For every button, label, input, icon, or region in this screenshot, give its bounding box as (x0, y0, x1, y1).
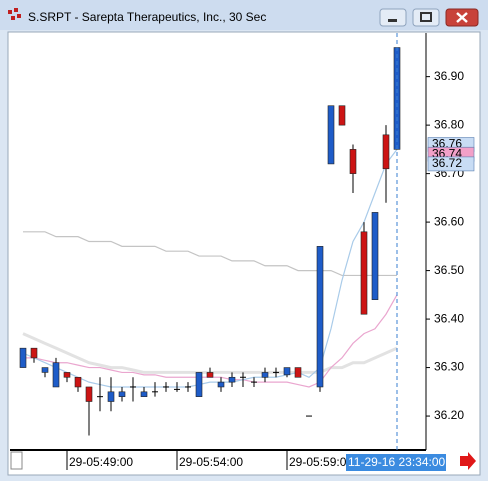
candle-body (283, 367, 291, 376)
cursor-label-bg (346, 454, 446, 471)
candle-body (85, 386, 93, 402)
y-tick-label: 36.50 (434, 263, 464, 277)
y-tick-label: 36.90 (434, 69, 464, 83)
price-marker (427, 156, 475, 172)
app-icon (8, 8, 21, 20)
candle-body (349, 149, 357, 174)
candle-body (19, 347, 27, 368)
candle-body (107, 391, 115, 402)
candle-body (140, 391, 148, 397)
minimize-button[interactable] (379, 8, 407, 27)
close-button[interactable] (445, 8, 479, 27)
y-tick-label: 36.30 (434, 360, 464, 374)
price-marker-label: 36.72 (432, 156, 462, 170)
plot: 36.2036.3036.4036.5036.6036.7036.8036.90… (19, 33, 475, 471)
candle-body (360, 231, 368, 315)
y-tick-label: 36.80 (434, 117, 464, 131)
candle-body (41, 367, 49, 373)
candle-body (118, 391, 126, 397)
candle-body (52, 362, 60, 388)
candle-body (327, 105, 335, 165)
moving-average (22, 149, 398, 388)
candle-body (74, 376, 82, 388)
candle-body (30, 347, 38, 359)
moving-average (23, 231, 397, 277)
window-title: S.SRPT - Sarepta Therapeutics, Inc., 30 … (28, 10, 266, 24)
candle-body (294, 367, 302, 378)
chart-area (7, 31, 481, 476)
candle-body (261, 372, 269, 378)
y-tick-label: 36.40 (434, 311, 464, 325)
x-tick-label: 29-05:59:00 (289, 455, 353, 469)
maximize-button[interactable] (412, 8, 440, 27)
candle-body (206, 372, 214, 378)
x-tick-label: 29-05:49:00 (69, 455, 133, 469)
y-tick-label: 36.20 (434, 408, 464, 422)
candle-body (63, 372, 71, 378)
candle-body (195, 372, 203, 397)
scroll-box[interactable] (10, 451, 23, 470)
x-tick-label: 29-05:54:00 (179, 455, 243, 469)
y-tick-label: 36.60 (434, 214, 464, 228)
scroll-right-arrow[interactable] (460, 452, 476, 470)
cursor-label: 11-29-16 23:34:00 (348, 455, 446, 469)
candle-body (217, 381, 225, 388)
candle-body (338, 105, 346, 126)
candle-body (228, 376, 236, 383)
candle-body (316, 246, 324, 388)
candle-body (382, 134, 390, 170)
title-bar (0, 0, 488, 30)
candle-body (371, 212, 379, 300)
